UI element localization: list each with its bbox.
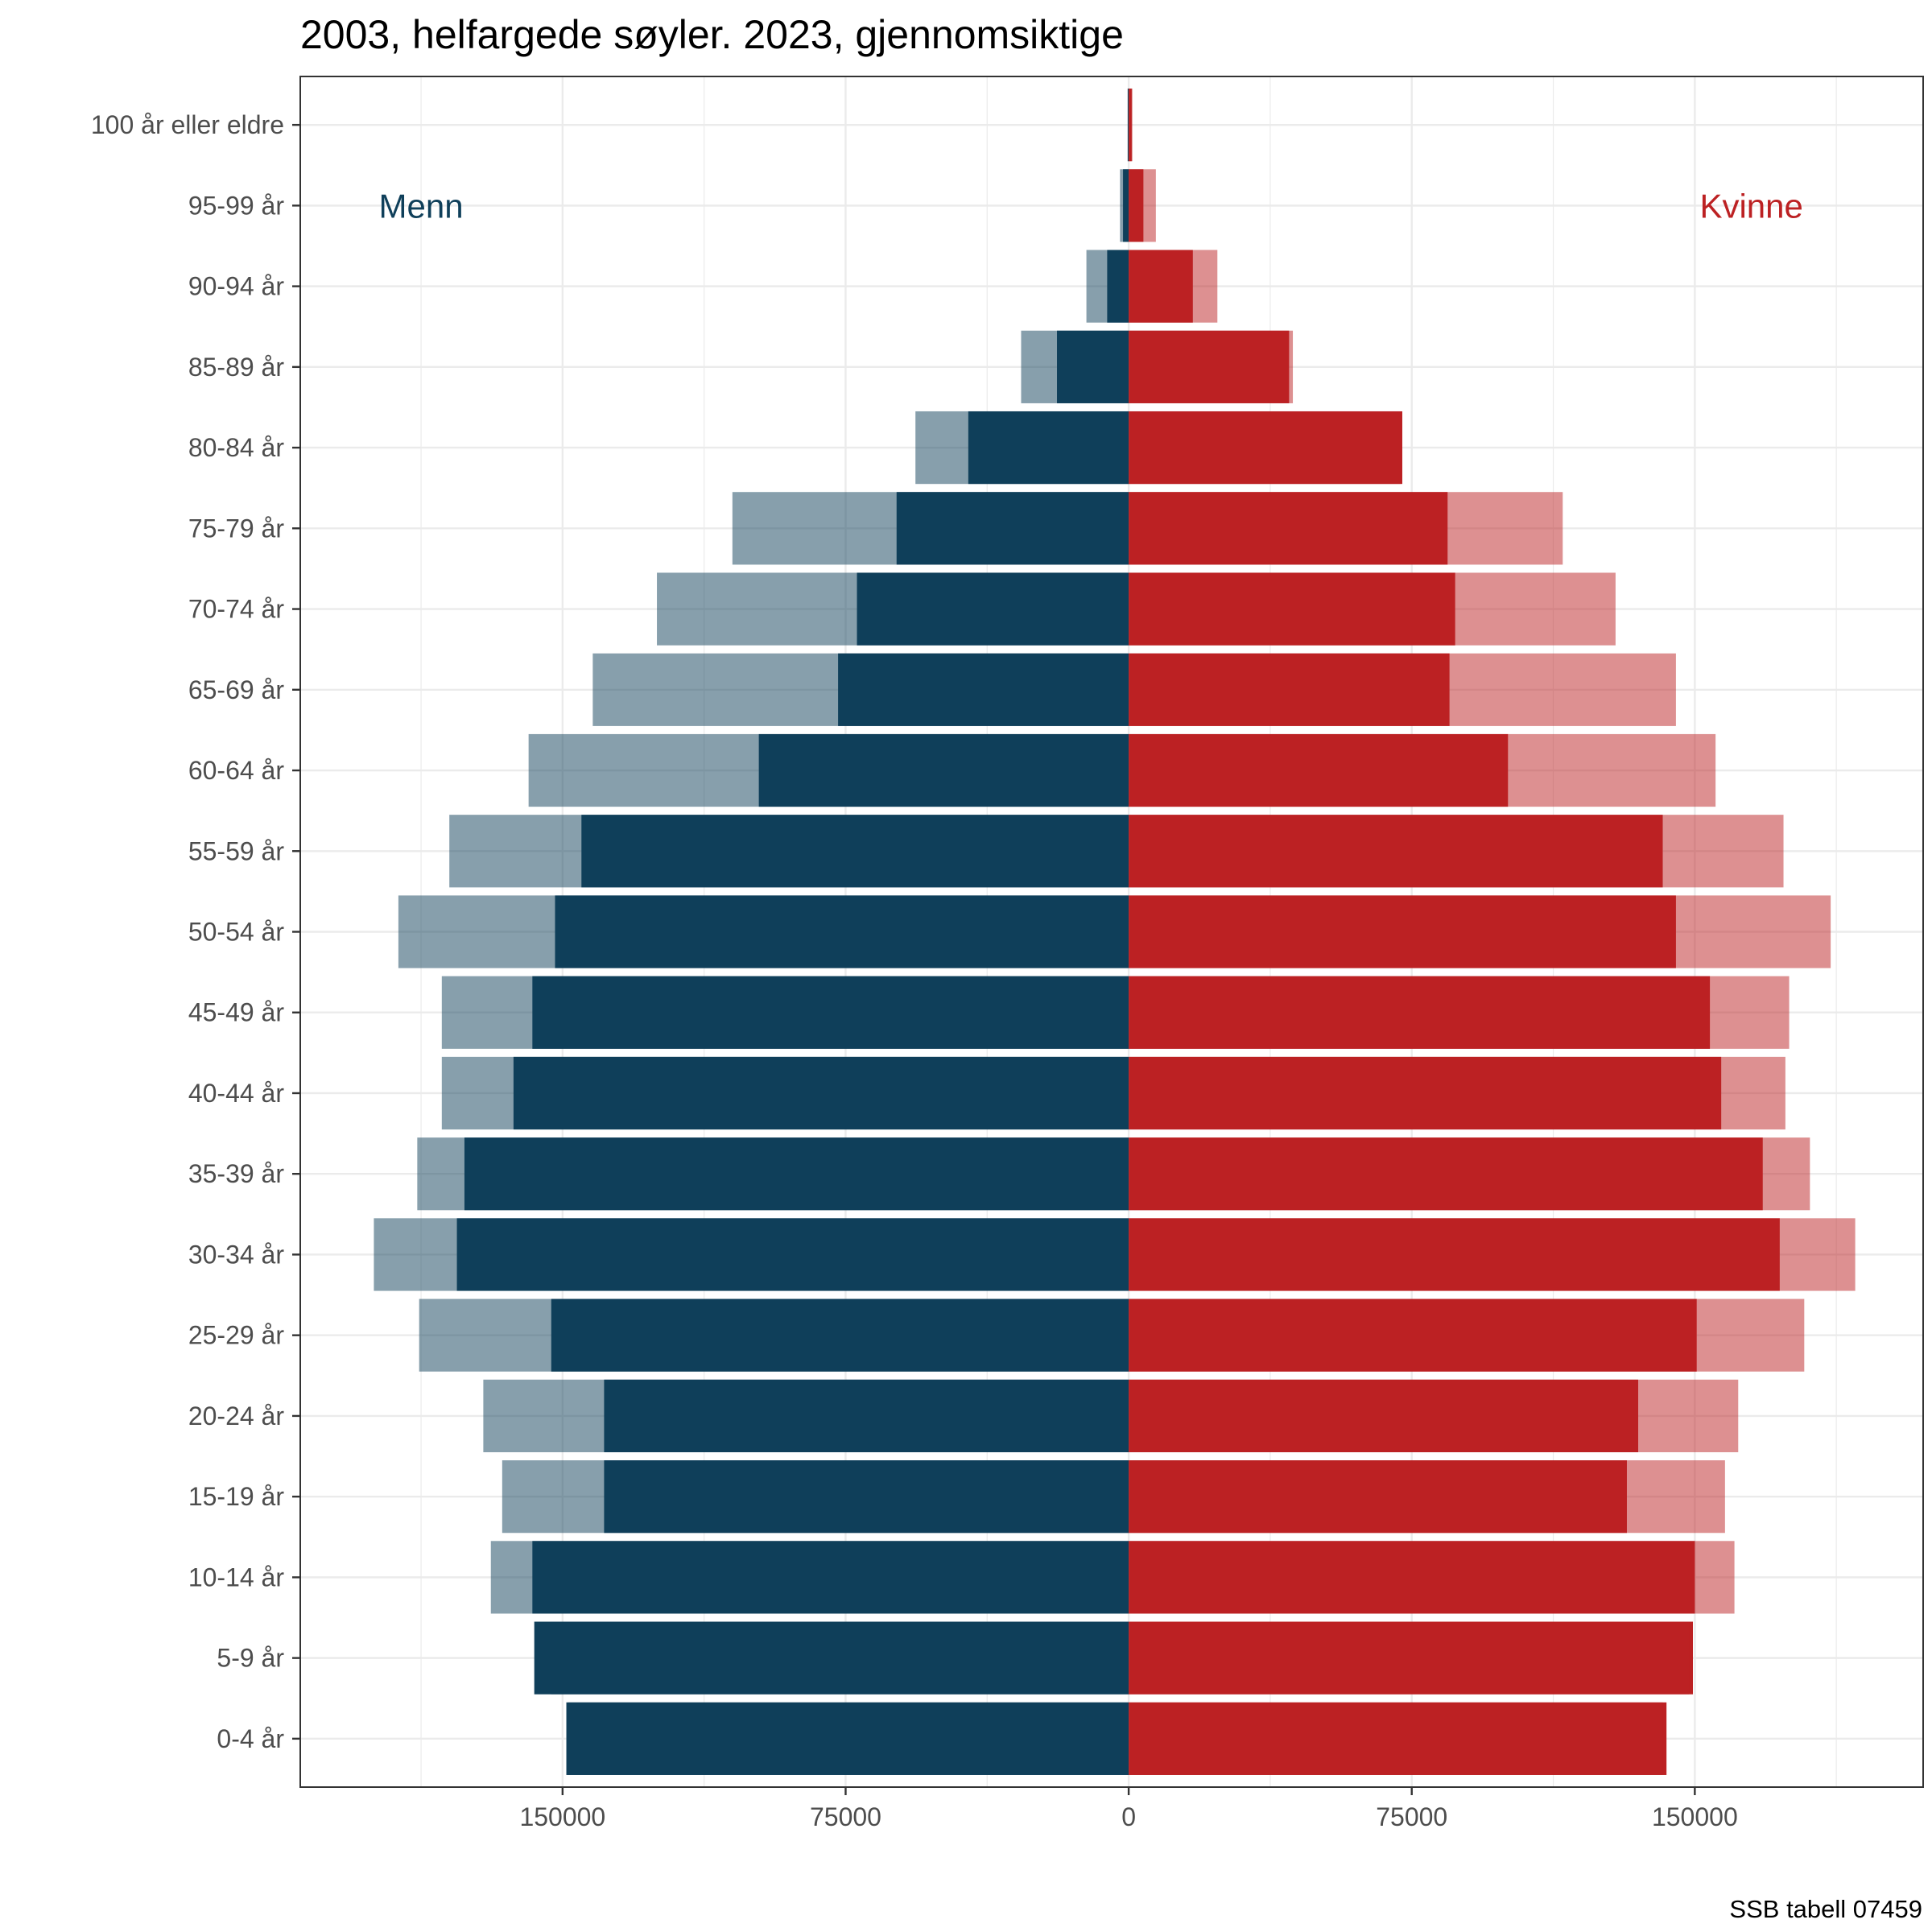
y-tick-label: 45-49 år: [188, 998, 285, 1027]
x-tick-label: 75000: [810, 1802, 881, 1831]
bar-left-2023-65-69-år: [592, 653, 1129, 726]
y-tick-label: 90-94 år: [188, 272, 285, 301]
bar-right-2023-100-år-eller-eldre: [1129, 89, 1133, 162]
bar-left-2023-90-94-år: [1086, 250, 1129, 323]
bar-left-2023-30-34-år: [374, 1218, 1129, 1291]
x-tick-label: 75000: [1376, 1802, 1447, 1831]
bar-right-2023-30-34-år: [1129, 1218, 1856, 1291]
x-tick-label: 150000: [1652, 1802, 1738, 1831]
bar-right-2023-10-14-år: [1129, 1541, 1735, 1614]
bar-right-2023-40-44-år: [1129, 1056, 1785, 1130]
bar-right-2023-25-29-år: [1129, 1298, 1805, 1372]
y-tick-label: 30-34 år: [188, 1240, 285, 1269]
x-tick-label: 0: [1121, 1802, 1136, 1831]
bar-left-2023-35-39-år: [417, 1137, 1129, 1211]
chart-title: 2003, helfargede søyler. 2023, gjennomsi…: [300, 12, 1124, 57]
y-tick-label: 70-74 år: [188, 595, 285, 624]
x-tick-label: 150000: [519, 1802, 605, 1831]
bar-left-2023-55-59-år: [449, 815, 1129, 888]
y-tick-label: 35-39 år: [188, 1159, 285, 1188]
bar-right-2023-90-94-år: [1129, 250, 1218, 323]
bar-left-2023-25-29-år: [419, 1298, 1129, 1372]
y-tick-label: 15-19 år: [188, 1482, 285, 1511]
bars: [374, 89, 1856, 1775]
bar-right-2023-15-19-år: [1129, 1460, 1725, 1534]
bar-right-2023-5-9-år: [1129, 1621, 1690, 1695]
annotation-kvinne: Kvinne: [1699, 187, 1802, 225]
bar-left-2023-60-64-år: [528, 733, 1129, 807]
bar-left-2023-80-84-år: [915, 411, 1129, 485]
y-tick-label: 5-9 år: [217, 1644, 284, 1673]
y-tick-label: 75-79 år: [188, 514, 285, 543]
y-axis: 0-4 år 5-9 år 10-14 år 15-19 år 20-24 år 25-2…: [91, 110, 300, 1753]
bar-left-2023-100-år-eller-eldre: [1127, 89, 1129, 162]
bar-left-2023-40-44-år: [441, 1056, 1129, 1130]
bar-right-2023-75-79-år: [1129, 492, 1563, 565]
bar-right-2023-80-84-år: [1129, 411, 1401, 485]
bar-right-2023-35-39-år: [1129, 1137, 1810, 1211]
y-tick-label: 80-84 år: [188, 433, 285, 462]
x-axis: 150000 75000 0 75000 150000: [519, 1787, 1738, 1831]
caption: SSB tabell 07459: [1729, 1895, 1922, 1923]
bar-right-2023-95-99-år: [1129, 169, 1156, 242]
y-tick-label: 0-4 år: [217, 1724, 284, 1753]
y-tick-label: 25-29 år: [188, 1321, 285, 1350]
bar-right-2023-50-54-år: [1129, 895, 1831, 968]
bar-right-2023-20-24-år: [1129, 1379, 1739, 1453]
bar-left-2023-20-24-år: [483, 1379, 1129, 1453]
bar-right-2023-55-59-år: [1129, 815, 1784, 888]
y-tick-label: 20-24 år: [188, 1402, 285, 1430]
y-tick-label: 85-89 år: [188, 353, 285, 382]
bar-left-2023-95-99-år: [1120, 169, 1129, 242]
y-tick-label: 60-64 år: [188, 756, 285, 785]
bar-left-2023-50-54-år: [398, 895, 1129, 968]
y-tick-label: 55-59 år: [188, 836, 285, 865]
bar-left-2023-15-19-år: [502, 1460, 1129, 1534]
y-tick-label: 40-44 år: [188, 1079, 285, 1108]
bar-left-2023-75-79-år: [732, 492, 1129, 565]
bar-left-2023-5-9-år: [551, 1621, 1129, 1695]
bar-left-2023-0-4-år: [568, 1702, 1129, 1775]
bar-left-2023-45-49-år: [441, 976, 1129, 1049]
annotations: Menn Kvinne: [378, 187, 1802, 225]
bar-right-2023-70-74-år: [1129, 572, 1616, 646]
y-tick-label: 50-54 år: [188, 918, 285, 947]
annotation-menn: Menn: [378, 187, 463, 225]
bar-right-2023-0-4-år: [1129, 1702, 1663, 1775]
y-tick-label: 10-14 år: [188, 1563, 285, 1591]
bar-left-2023-85-89-år: [1021, 330, 1129, 403]
bar-left-2023-10-14-år: [490, 1541, 1129, 1614]
y-tick-label: 95-99 år: [188, 191, 285, 220]
bar-right-2023-60-64-år: [1129, 733, 1716, 807]
bar-right-2023-45-49-år: [1129, 976, 1790, 1049]
bar-right-2023-85-89-år: [1129, 330, 1294, 403]
bar-left-2023-70-74-år: [657, 572, 1129, 646]
y-tick-label: 65-69 år: [188, 675, 285, 704]
bar-right-2023-65-69-år: [1129, 653, 1676, 726]
y-tick-label: 100 år eller eldre: [91, 110, 284, 139]
